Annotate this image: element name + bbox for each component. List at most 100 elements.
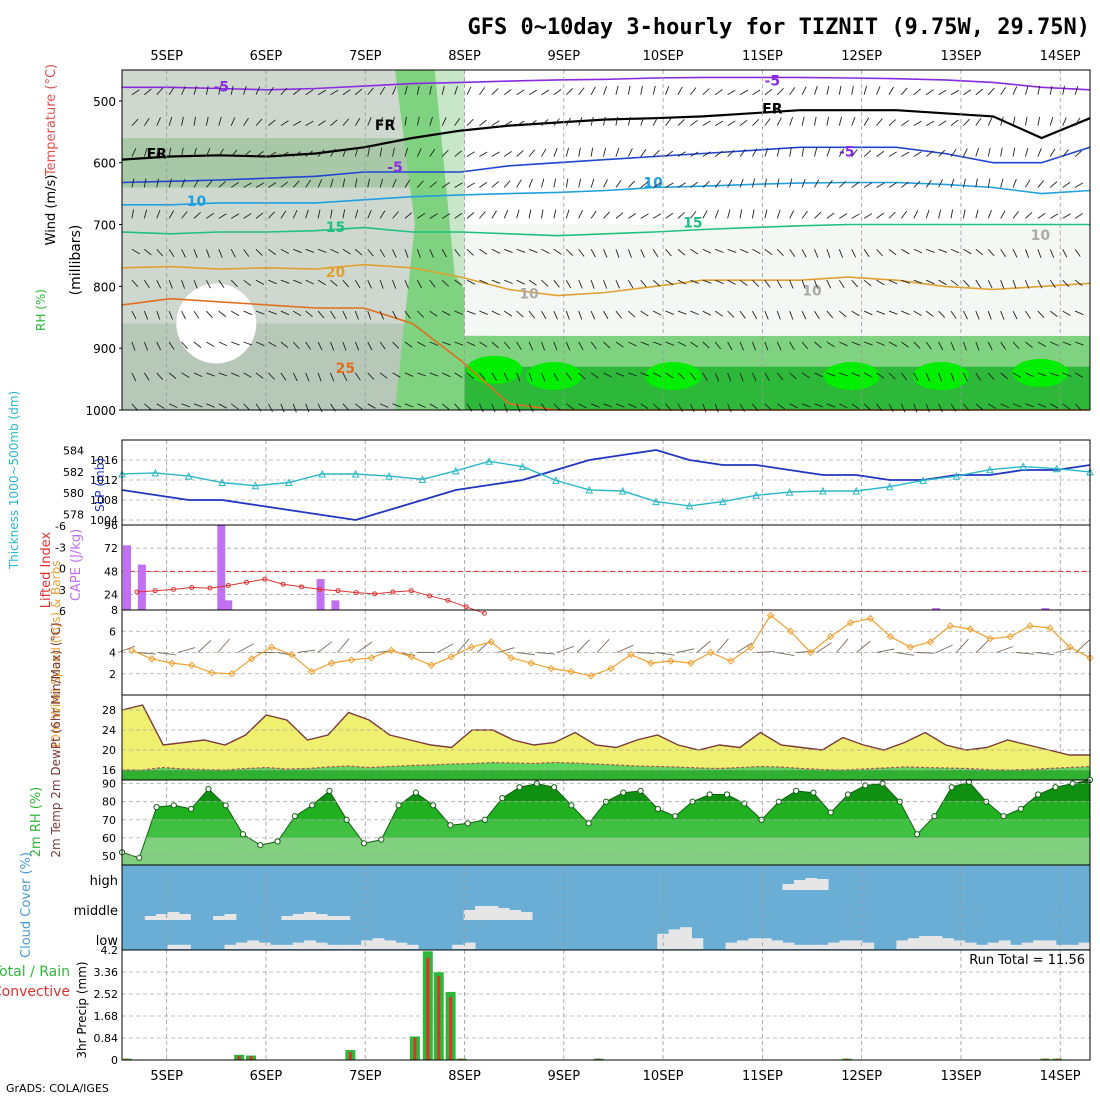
wind-barb [578, 87, 585, 96]
wind-barb [293, 310, 302, 317]
wind-barb [652, 372, 662, 378]
wind-barb [528, 279, 537, 286]
wind-barb [876, 310, 886, 315]
wind-barb [963, 279, 970, 288]
wind-barb [640, 213, 649, 219]
wind-barb [466, 310, 476, 315]
rh-marker [447, 822, 454, 829]
wind-barb [243, 117, 249, 126]
wind-barb [466, 372, 475, 380]
wind-barb [677, 310, 687, 315]
wind-barb [863, 150, 872, 157]
cloud-cell [759, 938, 772, 949]
cloud-cell [372, 938, 385, 949]
wind-barb [826, 403, 836, 408]
wind-barb [851, 341, 861, 346]
pressure-tick-label: 800 [93, 280, 116, 294]
wind-barb [1025, 310, 1031, 319]
wind-barb [516, 209, 520, 219]
precip-convective-bar [249, 1056, 253, 1060]
cloud-cell [509, 910, 522, 920]
cloud-cell [907, 938, 920, 949]
wind-barb [516, 248, 526, 253]
dewpoint-line [122, 761, 1091, 771]
wind-barb [255, 182, 265, 188]
wind-barb [690, 119, 698, 126]
cloud-cell [497, 908, 510, 920]
wind-barb [367, 372, 375, 380]
wind-barb [789, 147, 792, 157]
pressure-tick-label: 500 [93, 95, 116, 109]
wind-barb [752, 118, 760, 126]
wind-barb [342, 341, 347, 351]
wind-axis-label: Wind (m/s) [44, 175, 59, 246]
wind-barb [615, 116, 618, 126]
run-total-label: Run Total = 11.56 [969, 953, 1085, 968]
wind-barb [714, 403, 719, 413]
wind-barb [950, 119, 959, 126]
wind-barb [317, 209, 321, 219]
wind-barb [367, 147, 370, 157]
rh-marker [827, 809, 834, 816]
wind-barb [1074, 213, 1083, 219]
wind-barb [1062, 117, 1067, 126]
surface-wind-barb [716, 638, 729, 653]
wind-barb [702, 88, 710, 96]
wind-barb [851, 310, 860, 317]
surface-wind-barb [736, 642, 753, 653]
wind-barb [305, 179, 311, 188]
wind-speed-marker [228, 670, 236, 678]
wind-barb [479, 341, 488, 348]
wind-barb [764, 310, 769, 320]
rh-marker [706, 791, 713, 798]
wind-barb [541, 89, 550, 96]
date-label-bottom: 7SEP [349, 1069, 382, 1084]
thickness-marker [852, 486, 861, 495]
wind-barb [913, 210, 919, 219]
wind-barb [317, 120, 326, 127]
wind-barb [925, 341, 932, 350]
rh-shade-saturated [1012, 358, 1069, 387]
wind-barb [913, 151, 922, 157]
wind-barb [379, 403, 389, 408]
date-label-top: 11SEP [742, 49, 783, 64]
wind-barb [367, 209, 372, 219]
wind-barb [1025, 372, 1034, 378]
wind-barb [665, 310, 675, 315]
rh-marker [1052, 784, 1059, 791]
wind-barb [292, 180, 300, 188]
wind-barb [255, 86, 261, 95]
wind-barb [193, 341, 202, 348]
wind-barb [776, 178, 780, 188]
cloud-cell [816, 944, 829, 949]
surface-wind-barb [836, 638, 849, 653]
wind-barb [925, 179, 932, 188]
wind-barb [640, 279, 647, 288]
lifted-index-marker [372, 591, 378, 597]
precip-tick: 0.84 [94, 1032, 119, 1045]
wind-barb [379, 249, 386, 258]
wind-barb [640, 85, 643, 95]
wind-barb [330, 248, 339, 254]
wind-barb [143, 279, 150, 288]
wind-barb [1074, 150, 1083, 157]
wind-barb [1000, 86, 1006, 95]
wind-barb [342, 403, 350, 411]
date-label-bottom: 10SEP [643, 1069, 684, 1084]
wind-barb [677, 86, 683, 95]
precip-convective-bar [237, 1056, 241, 1060]
wind-barb [1037, 180, 1045, 188]
wind-barb [987, 147, 991, 157]
wind-speed-marker [487, 638, 495, 646]
upper-air-frame [121, 69, 1091, 411]
wind-barb [404, 85, 408, 95]
surface-wind-barb [177, 647, 196, 653]
wind-barb [876, 86, 881, 95]
wind-barb [193, 179, 199, 188]
wind-barb [677, 341, 687, 347]
cloud-cell [941, 938, 954, 949]
wind-barb [665, 279, 674, 286]
wind-speed-marker [367, 654, 376, 662]
wind-barb [888, 182, 897, 188]
wind-barb [1025, 147, 1029, 157]
